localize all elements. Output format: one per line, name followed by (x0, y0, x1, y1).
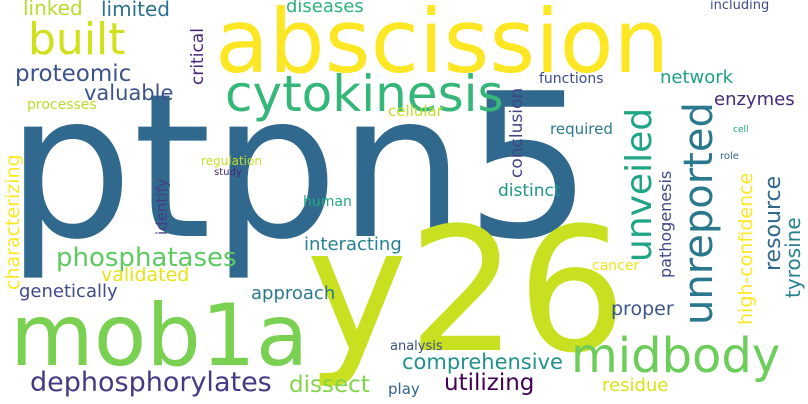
word-valuable: valuable (84, 81, 174, 105)
word-characterizing: characterizing (2, 154, 24, 290)
word-interacting: interacting (304, 234, 402, 255)
word-unveiled: unveiled (619, 107, 660, 262)
word-high-confidence: high-confidence (735, 172, 757, 325)
word-pathogenesis: pathogenesis (656, 170, 675, 278)
word-unreported: unreported (676, 102, 722, 325)
word-processes: processes (27, 97, 97, 113)
word-critical: critical (188, 28, 208, 85)
word-play: play (388, 380, 420, 398)
word-residue: residue (602, 375, 669, 396)
word-dephosphorylates: dephosphorylates (30, 367, 272, 398)
word-abscission: abscission (215, 0, 670, 93)
word-dissect: dissect (289, 372, 370, 398)
word-tyrosine: tyrosine (781, 217, 805, 298)
word-mob1a: mob1a (10, 286, 309, 386)
word-role: role (720, 151, 739, 162)
word-study: study (214, 167, 242, 178)
word-diseases: diseases (286, 0, 364, 17)
word-analysis: analysis (390, 339, 443, 354)
word-regulation: regulation (201, 154, 262, 168)
word-built: built (28, 14, 126, 65)
word-cytokinesis: cytokinesis (225, 65, 504, 123)
word-comprehensive: comprehensive (402, 350, 563, 374)
word-cell: cell (733, 125, 749, 135)
word-approach: approach (251, 283, 336, 304)
word-ptpn5: ptpn5 (6, 51, 593, 284)
word-proteomic: proteomic (15, 61, 132, 87)
word-enzymes: enzymes (714, 89, 795, 110)
word-midbody: midbody (571, 328, 781, 384)
word-utilizing: utilizing (444, 370, 535, 396)
word-functions: functions (539, 71, 604, 87)
word-conclusion: conclusion (507, 87, 527, 178)
word-proper: proper (611, 298, 674, 320)
word-cancer: cancer (592, 258, 640, 274)
word-identify: identify (153, 178, 171, 235)
word-including: including (710, 0, 770, 13)
word-network: network (660, 67, 734, 88)
word-human: human (303, 194, 352, 210)
word-genetically: genetically (19, 281, 118, 302)
word-phosphatases: phosphatases (56, 243, 237, 273)
word-cellular: cellular (388, 102, 443, 120)
word-required: required (550, 120, 613, 138)
word-validated: validated (101, 264, 190, 286)
word-limited: limited (101, 0, 170, 21)
word-distinct: distinct (498, 181, 561, 201)
word-linked: linked (23, 0, 83, 20)
word-y26: y26 (306, 190, 627, 391)
